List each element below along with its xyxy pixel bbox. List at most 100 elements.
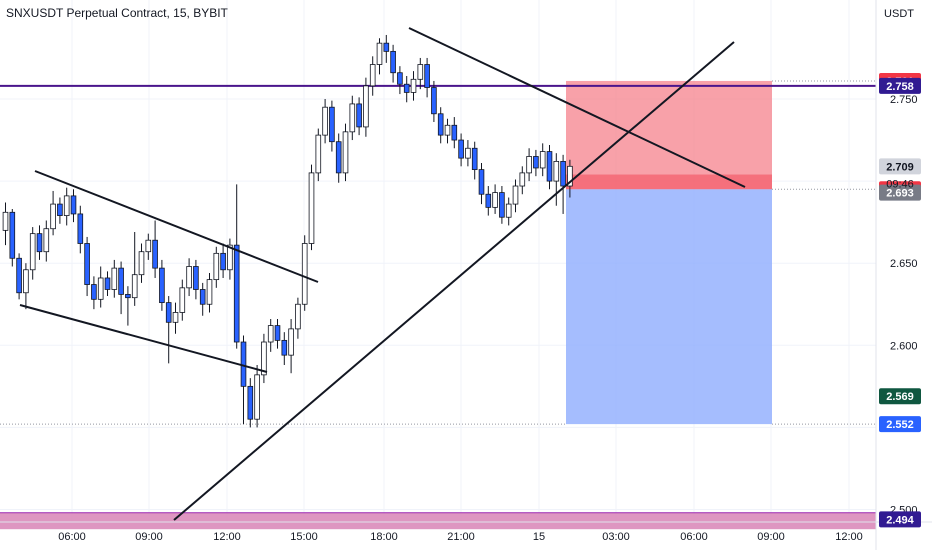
candle-up (97, 277, 104, 300)
candle-down (77, 213, 84, 244)
candle-down (383, 42, 390, 52)
candle-down (478, 169, 485, 195)
descending-trend-line (408, 27, 746, 188)
candle-down (233, 244, 240, 343)
x-tick-label: 12:00 (213, 531, 241, 543)
candle-down (36, 233, 43, 253)
candle-up (465, 147, 471, 159)
candle-down (57, 203, 63, 216)
candle-up (444, 124, 451, 136)
candle-down (125, 293, 131, 299)
candle-down (471, 147, 478, 171)
x-tick-label: 18:00 (370, 531, 398, 543)
candle-up (410, 78, 417, 93)
candle-down (247, 385, 254, 420)
price-label-box (879, 184, 921, 201)
candle-down (424, 64, 430, 88)
x-tick-label: 03:00 (602, 531, 630, 543)
price-label-text: 2.693 (886, 188, 914, 200)
currency-label: USDT (884, 8, 914, 20)
candle-up (138, 251, 145, 276)
candle-up (519, 172, 526, 187)
x-tick-label: 06:00 (680, 531, 708, 543)
candle-up (261, 341, 267, 376)
x-tick-label: 09:00 (135, 531, 163, 543)
candle-up (63, 195, 70, 216)
price-label-box (879, 388, 921, 405)
candle-up (526, 156, 532, 174)
price-label-box (879, 158, 921, 175)
candle-down (356, 103, 362, 128)
candle-up (417, 64, 424, 80)
candle-up (505, 203, 512, 218)
ascending-trend-line (173, 41, 735, 521)
candle-down (390, 50, 396, 74)
candle-down (70, 195, 77, 215)
x-tick-label: 12:00 (835, 531, 863, 543)
support-zone (0, 512, 876, 530)
candle-up (492, 192, 498, 208)
x-tick-label: 15 (533, 531, 545, 543)
candle-up (29, 233, 36, 271)
candle-down (458, 139, 464, 159)
candle-down (533, 156, 539, 169)
candle-down (485, 193, 492, 208)
candle-down (499, 192, 505, 218)
candle-up (206, 279, 213, 305)
candle-down (546, 151, 553, 182)
candle-up (376, 42, 383, 65)
candle-up (179, 287, 186, 313)
price-label-text: 2.552 (886, 419, 914, 431)
candle-down (220, 252, 226, 271)
trend-lines (19, 27, 746, 521)
price-label-text: 2.709 (886, 161, 914, 173)
candle-down (199, 289, 206, 305)
candle-up (295, 303, 301, 330)
price-label-box (879, 77, 921, 94)
y-tick-label: 2.750 (890, 94, 918, 106)
x-tick-label: 15:00 (290, 531, 318, 543)
y-tick-label: 2.650 (890, 258, 918, 270)
candle-down (159, 267, 165, 304)
price-label-text: 2.494 (886, 514, 914, 526)
candle-down (431, 87, 437, 115)
current-loss-zone (566, 174, 772, 190)
candle-down (281, 339, 288, 356)
y-tick-label: 2.600 (890, 340, 918, 352)
candle-down (152, 239, 158, 269)
candle-up (267, 325, 274, 343)
candle-down (329, 106, 335, 143)
price-label-text: 2.758 (886, 81, 914, 93)
candle-down (397, 72, 403, 85)
x-tick-label: 21:00 (447, 531, 475, 543)
candles (2, 34, 573, 428)
candle-up (145, 239, 152, 253)
candle-down (91, 284, 97, 300)
candle-down (84, 243, 90, 285)
candle-up (2, 211, 9, 231)
candle-up (369, 64, 376, 87)
candle-up (288, 328, 294, 356)
candle-up (131, 274, 138, 299)
candle-down (437, 113, 444, 136)
candle-up (363, 85, 369, 128)
candle-up (322, 106, 328, 136)
candle-up (349, 103, 356, 133)
candle-up (227, 244, 233, 271)
candle-up (213, 252, 220, 281)
candle-up (512, 185, 519, 205)
candle-up (315, 134, 322, 174)
candle-up (254, 374, 260, 420)
candle-down (451, 124, 458, 141)
candle-down (403, 83, 410, 93)
candle-down (560, 160, 566, 187)
candle-up (553, 160, 560, 182)
candle-down (274, 325, 281, 341)
candle-up (23, 269, 29, 294)
price-label-box (879, 511, 921, 528)
candle-up (567, 165, 573, 187)
candle-up (301, 243, 308, 305)
candle-up (172, 312, 179, 323)
